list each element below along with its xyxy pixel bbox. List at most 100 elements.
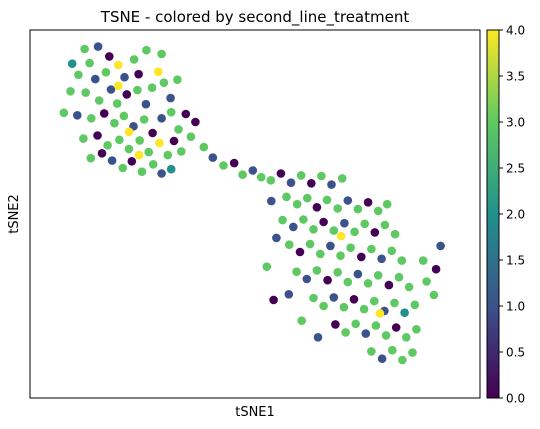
scatter-point <box>142 45 151 55</box>
scatter-point <box>122 90 132 99</box>
scatter-point <box>157 49 166 59</box>
scatter-point <box>115 135 124 145</box>
colorbar-ticks: 0.0 0.5 1.0 1.5 2.0 2.5 3.0 3.5 4.0 <box>499 24 525 406</box>
scatter-point <box>360 219 370 229</box>
scatter-point <box>418 256 428 265</box>
scatter-point <box>278 215 287 225</box>
scatter-point <box>166 164 176 174</box>
scatter-point <box>400 308 409 318</box>
scatter-point <box>350 227 359 237</box>
scatter-point <box>284 290 294 299</box>
scatter-point <box>323 275 332 285</box>
scatter-point <box>377 354 387 364</box>
scatter-point <box>81 88 90 97</box>
scatter-point <box>173 75 182 84</box>
y-axis-label: tSNE2 <box>7 194 22 234</box>
colorbar-tick-label: 0.0 <box>506 392 525 406</box>
scatter-point <box>309 293 318 303</box>
scatter-point <box>363 198 373 207</box>
scatter-point <box>191 117 200 127</box>
scatter-point <box>312 266 322 275</box>
scatter-point <box>292 199 302 209</box>
scatter-point <box>388 345 397 355</box>
scatter-point <box>357 252 366 262</box>
scatter-point <box>120 72 129 82</box>
scatter-point <box>367 347 376 356</box>
scatter-point <box>101 68 111 77</box>
scatter-point <box>80 44 89 54</box>
scatter-point <box>148 160 158 169</box>
scatter-point <box>337 174 347 183</box>
scatter-point <box>87 114 96 123</box>
scatter-point <box>436 241 445 251</box>
scatter-point <box>336 231 346 241</box>
scatter-point <box>429 290 439 300</box>
scatter-point <box>390 298 399 308</box>
scatter-point <box>103 141 112 150</box>
scatter-point <box>238 170 247 179</box>
scatter-point <box>412 325 421 334</box>
scatter-point <box>99 109 109 118</box>
scatter-point <box>135 136 144 145</box>
scatter-point <box>297 316 307 326</box>
scatter-point <box>329 293 339 302</box>
scatter-point <box>134 150 144 160</box>
scatter-point <box>305 239 315 249</box>
scatter-point <box>163 150 173 160</box>
scatter-point <box>375 309 385 318</box>
scatter-point <box>333 204 343 213</box>
scatter-point <box>155 138 164 148</box>
scatter-point <box>119 111 129 121</box>
scatter-point <box>282 192 291 202</box>
scatter-point <box>343 277 353 287</box>
scatter-point <box>333 268 343 277</box>
scatter-point <box>127 157 137 166</box>
scatter-point <box>299 215 308 224</box>
scatter-point <box>309 225 318 234</box>
scatter-point <box>398 355 407 365</box>
chart-title: TSNE - colored by second_line_treatment <box>100 8 410 27</box>
scatter-point <box>276 169 286 178</box>
plot-area <box>29 29 481 399</box>
scatter-point <box>340 218 349 228</box>
scatter-point <box>296 171 306 180</box>
scatter-point <box>377 254 386 264</box>
scatter-point <box>248 166 258 175</box>
scatter-point <box>327 180 336 189</box>
scatter-point <box>381 331 391 340</box>
scatter-point <box>336 251 345 260</box>
scatter-points <box>59 42 445 365</box>
scatter-point <box>134 69 143 79</box>
scatter-point <box>319 217 328 227</box>
scatter-point <box>313 333 323 342</box>
scatter-point <box>124 144 134 154</box>
scatter-point <box>397 256 407 265</box>
scatter-point <box>319 301 328 311</box>
scatter-point <box>93 42 103 51</box>
scatter-point <box>124 127 134 137</box>
scatter-point <box>169 136 179 146</box>
scatter-point <box>208 153 218 162</box>
colorbar-tick-label: 2.5 <box>506 162 525 176</box>
colorbar-tick-label: 2.0 <box>506 208 525 222</box>
scatter-point <box>292 267 301 277</box>
scatter-point <box>59 108 69 118</box>
scatter-point <box>353 269 363 279</box>
scatter-point <box>85 58 94 68</box>
scatter-point <box>94 96 104 105</box>
colorbar-tick-label: 1.0 <box>506 300 525 314</box>
scatter-point <box>349 295 359 304</box>
scatter-point <box>286 178 296 187</box>
scatter-point <box>408 348 417 357</box>
scatter-point <box>302 274 312 284</box>
scatter-point <box>361 329 371 338</box>
scatter-point <box>157 114 166 123</box>
scatter-point <box>394 272 404 282</box>
colorbar-tick-label: 1.5 <box>506 254 525 268</box>
scatter-point <box>93 131 102 140</box>
scatter-point <box>266 176 276 185</box>
scatter-point <box>110 118 119 128</box>
scatter-point <box>269 295 278 305</box>
scatter-point <box>186 132 196 141</box>
